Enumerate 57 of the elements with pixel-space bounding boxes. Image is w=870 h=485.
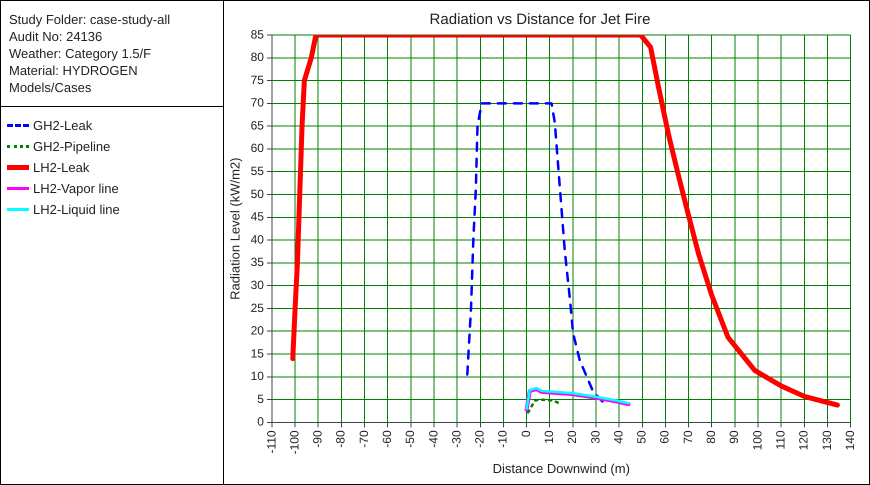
y-tick-label: 80 xyxy=(250,50,264,64)
x-tick-label: -110 xyxy=(264,430,278,454)
x-tick-label: -80 xyxy=(334,430,348,448)
x-tick-label: 60 xyxy=(658,430,672,444)
y-tick-label: 15 xyxy=(250,346,264,360)
y-tick-label: 55 xyxy=(250,164,264,178)
y-tick-label: 45 xyxy=(250,210,264,224)
y-tick-label: 35 xyxy=(250,255,264,270)
x-tick-label: 0 xyxy=(518,430,533,438)
x-tick-label: -60 xyxy=(380,430,394,448)
legend-label: GH2-Leak xyxy=(33,117,92,135)
y-tick-label: 70 xyxy=(250,96,264,110)
y-tick-label: 40 xyxy=(250,232,264,246)
y-tick-label: 75 xyxy=(250,72,264,87)
x-tick-label: 130 xyxy=(820,430,834,450)
x-tick-label: 20 xyxy=(565,430,580,444)
y-tick-label: 30 xyxy=(250,278,264,292)
y-tick-label: 50 xyxy=(250,186,264,201)
legend-label: LH2-Leak xyxy=(33,159,90,177)
x-tick-label: -100 xyxy=(287,430,302,454)
x-tick-label: 120 xyxy=(796,430,811,450)
text: Weather: Category 1.5/F xyxy=(9,45,152,62)
x-tick-label: -90 xyxy=(310,430,325,448)
y-tick-label: 0 xyxy=(257,414,264,429)
legend-label: LH2-Liquid line xyxy=(33,201,120,219)
x-tick-label: 70 xyxy=(680,430,695,444)
y-tick-label: 25 xyxy=(250,300,264,315)
x-tick-label: 80 xyxy=(704,430,718,444)
x-tick-label: -10 xyxy=(496,430,510,448)
chart-title: Radiation vs Distance for Jet Fire xyxy=(430,11,650,28)
x-tick-label: 30 xyxy=(588,430,602,444)
text: Audit No: 24136 xyxy=(9,28,104,45)
x-tick-label: -20 xyxy=(472,430,487,448)
legend-label: LH2-Vapor line xyxy=(33,180,119,198)
x-tick-label: 140 xyxy=(842,430,857,450)
x-tick-label: 10 xyxy=(542,430,556,444)
y-tick-label: 5 xyxy=(257,392,264,406)
legend-title: Models/Cases xyxy=(9,79,92,96)
legend-label: GH2-Pipeline xyxy=(33,138,110,156)
x-tick-label: 50 xyxy=(634,430,649,444)
x-tick-label: 110 xyxy=(773,430,788,450)
x-tick-label: -70 xyxy=(356,430,371,448)
x-tick-label: -40 xyxy=(426,430,440,448)
x-tick-label: -30 xyxy=(449,430,464,448)
x-tick-label: 100 xyxy=(750,430,764,450)
x-tick-label: 40 xyxy=(611,430,626,444)
y-tick-label: 65 xyxy=(250,118,264,132)
text: Study Folder: case-study-all xyxy=(9,11,172,28)
y-axis-title: Radiation Level (kW/m2) xyxy=(227,158,242,300)
y-tick-label: 60 xyxy=(250,141,264,156)
y-tick-label: 85 xyxy=(250,27,264,42)
x-tick-label: -50 xyxy=(403,430,418,448)
x-tick-label: 90 xyxy=(727,430,742,444)
text: Material: HYDROGEN xyxy=(9,62,139,79)
x-axis-title: Distance Downwind (m) xyxy=(492,460,630,476)
y-tick-label: 10 xyxy=(250,369,264,384)
y-tick-label: 20 xyxy=(250,324,264,338)
